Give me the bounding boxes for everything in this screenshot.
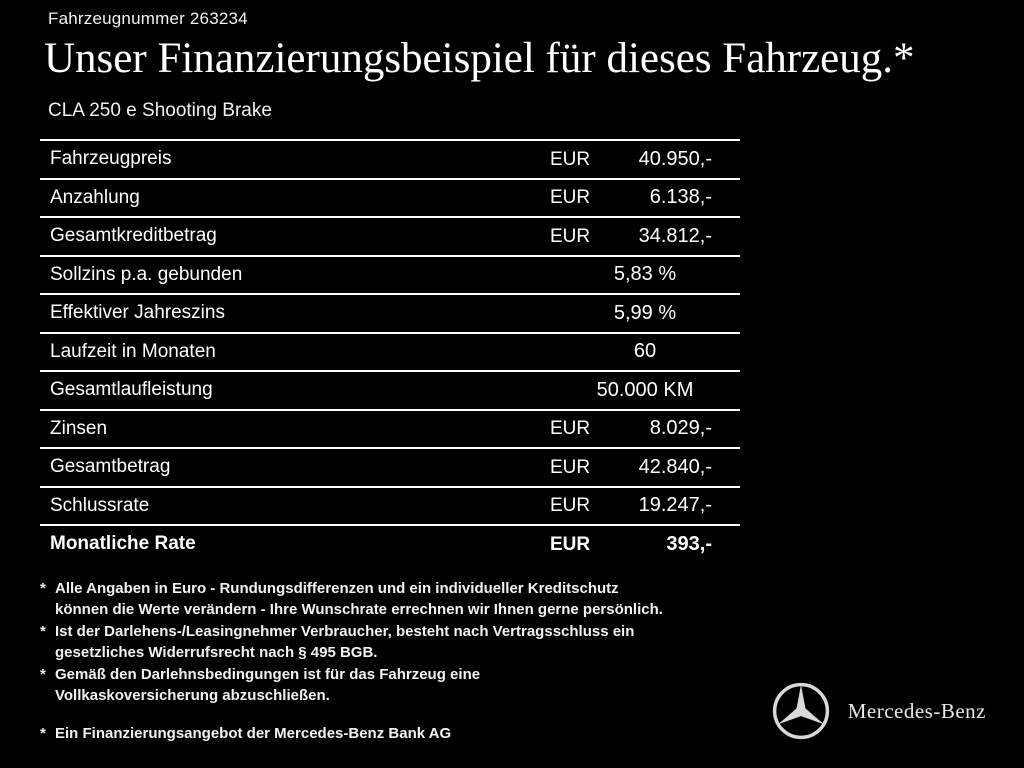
row-value: 5,83 % xyxy=(613,263,677,286)
row-label: Gesamtkreditbetrag xyxy=(50,225,217,247)
row-currency: EUR xyxy=(550,148,591,170)
table-row: Gesamtkreditbetrag EUR 34.812,- xyxy=(40,216,740,255)
row-label: Gesamtlaufleistung xyxy=(50,379,213,401)
vehicle-model-subtitle: CLA 250 e Shooting Brake xyxy=(48,100,272,121)
table-row: Anzahlung EUR 6.138,- xyxy=(40,177,740,217)
row-label: Gesamtbetrag xyxy=(50,456,171,478)
page-title: Unser Finanzierungsbeispiel für dieses F… xyxy=(44,35,915,82)
table-row: Zinsen EUR 8.029,- xyxy=(40,408,740,448)
row-value: 8.029,- xyxy=(649,417,712,440)
row-value: 34.812,- xyxy=(638,224,712,247)
table-row: Fahrzeugpreis EUR 40.950,- xyxy=(40,139,740,178)
row-label: Anzahlung xyxy=(50,186,140,208)
table-row: Sollzins p.a. gebunden 5,83 % xyxy=(40,254,740,294)
row-label: Sollzins p.a. gebunden xyxy=(50,263,243,285)
footnote-marker: * xyxy=(40,725,46,742)
row-label: Zinsen xyxy=(50,417,108,439)
row-value: 393,- xyxy=(666,532,712,555)
row-value: 19.247,- xyxy=(638,494,712,517)
footnote-marker: * xyxy=(40,666,46,683)
row-value: 42.840,- xyxy=(638,455,712,478)
footnote: * Ist der Darlehens-/Leasingnehmer Verbr… xyxy=(40,622,764,663)
row-currency: EUR xyxy=(550,418,591,440)
footnote-text: Ist der Darlehens-/Leasingnehmer Verbrau… xyxy=(55,623,635,661)
row-currency: EUR xyxy=(550,495,591,517)
footnotes: * Alle Angaben in Euro - Rundungsdiffere… xyxy=(40,579,764,747)
row-currency: EUR xyxy=(550,187,591,209)
footnote-marker: * xyxy=(40,580,46,597)
brand-area: Mercedes-Benz xyxy=(772,682,986,740)
row-label: Fahrzeugpreis xyxy=(50,148,172,170)
row-value: 50.000 KM xyxy=(596,378,694,401)
footnote-text: Gemäß den Darlehnsbedingungen ist für da… xyxy=(55,666,481,704)
footnote-text: Ein Finanzierungsangebot der Mercedes-Be… xyxy=(55,725,452,742)
footnote: * Alle Angaben in Euro - Rundungsdiffere… xyxy=(40,579,764,620)
row-currency: EUR xyxy=(550,456,591,478)
footnote: * Gemäß den Darlehnsbedingungen ist für … xyxy=(40,665,764,706)
footnote-marker: * xyxy=(40,623,46,640)
table-row: Gesamtbetrag EUR 42.840,- xyxy=(40,447,740,486)
table-row: Effektiver Jahreszins 5,99 % xyxy=(40,293,740,332)
table-row: Gesamtlaufleistung 50.000 KM xyxy=(40,370,740,409)
financing-table: Fahrzeugpreis EUR 40.950,- Anzahlung EUR 6… xyxy=(40,139,740,563)
brand-wordmark: Mercedes-Benz xyxy=(847,698,986,723)
mercedes-star-icon xyxy=(772,682,829,740)
row-currency: EUR xyxy=(550,225,591,247)
vehicle-number: Fahrzeugnummer 263234 xyxy=(48,9,248,28)
row-label: Laufzeit in Monaten xyxy=(50,340,216,362)
table-row: Laufzeit in Monaten 60 xyxy=(40,331,740,371)
row-value: 6.138,- xyxy=(649,186,712,209)
footnote-text: Alle Angaben in Euro - Rundungsdifferenz… xyxy=(55,580,663,618)
row-currency: EUR xyxy=(550,533,591,555)
row-value: 40.950,- xyxy=(638,147,712,170)
footnote-bank: * Ein Finanzierungsangebot der Mercedes-… xyxy=(40,724,764,745)
row-label: Schlussrate xyxy=(50,494,150,516)
table-row-monthly-rate: Monatliche Rate EUR 393,- xyxy=(40,524,740,563)
table-row: Schlussrate EUR 19.247,- xyxy=(40,485,740,525)
row-label: Monatliche Rate xyxy=(50,533,196,555)
row-label: Effektiver Jahreszins xyxy=(50,302,225,324)
row-value: 60 xyxy=(633,340,657,363)
row-value: 5,99 % xyxy=(613,301,677,324)
